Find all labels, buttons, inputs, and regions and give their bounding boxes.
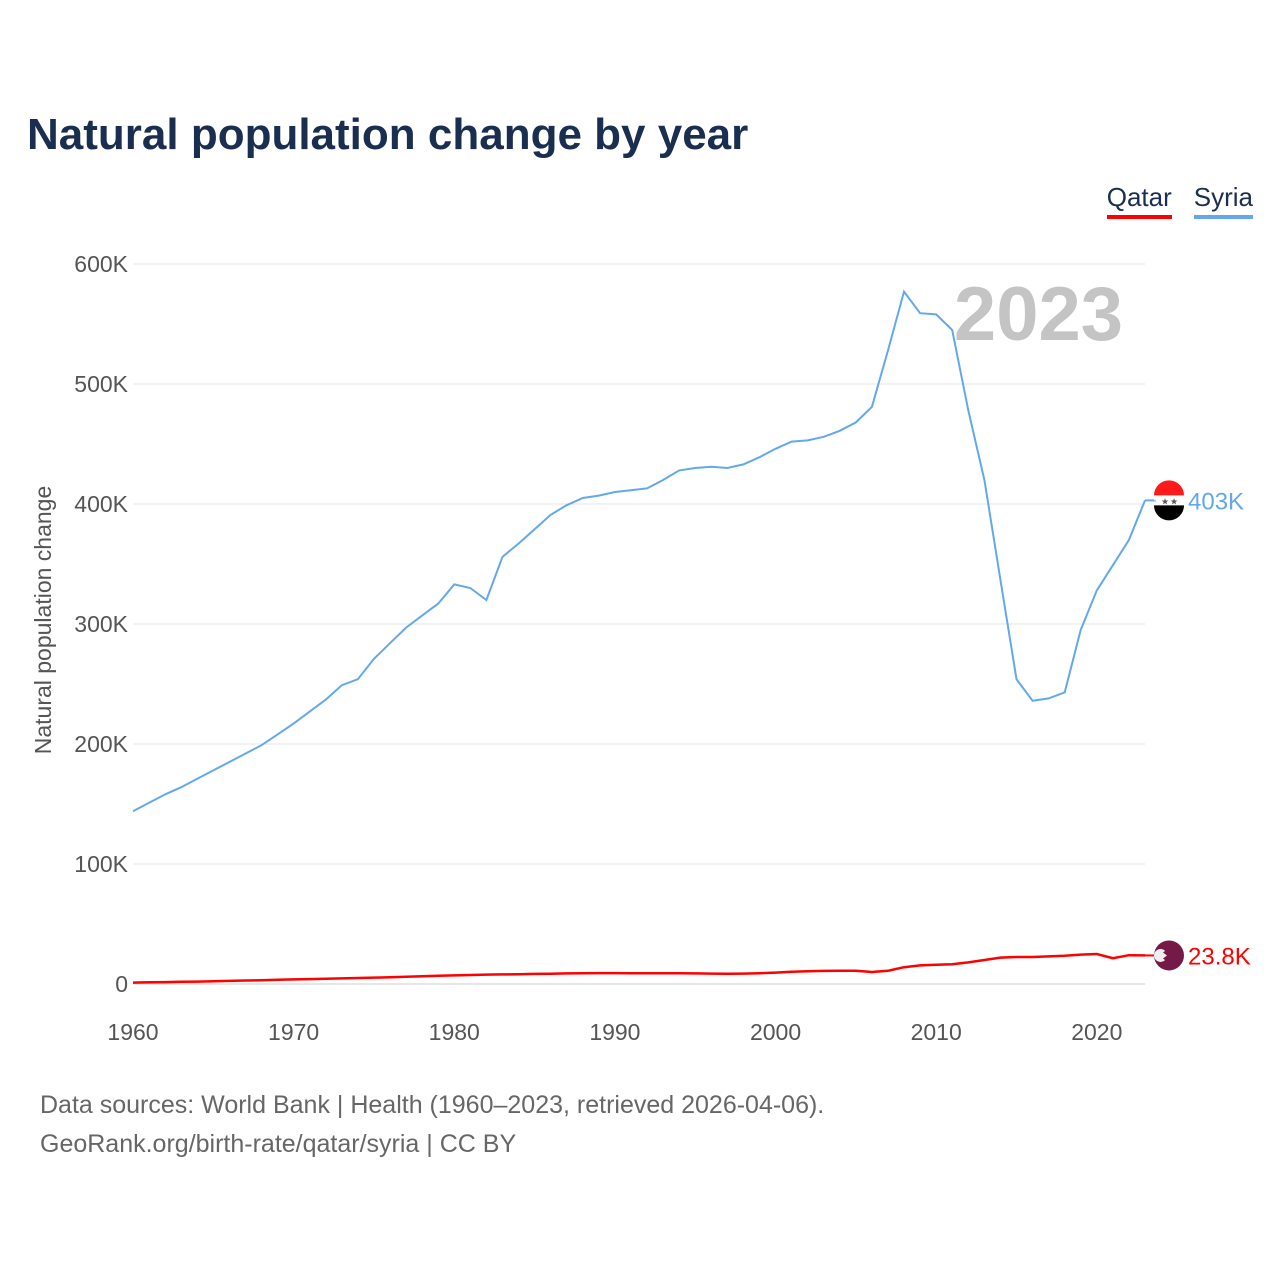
series-line-qatar — [132, 952, 1146, 984]
flag-qatar-icon — [1154, 940, 1184, 971]
flag-syria-icon — [1154, 505, 1184, 521]
footer: Data sources: World Bank | Health (1960–… — [40, 1086, 824, 1164]
star-icon: ★ — [1161, 496, 1169, 506]
x-tick-label: 1970 — [268, 1019, 319, 1045]
y-tick-label: 300K — [74, 611, 128, 637]
legend: Qatar Syria — [1106, 182, 1253, 219]
y-tick-label: 600K — [74, 251, 128, 277]
y-tick-label: 400K — [74, 491, 128, 517]
star-icon: ★ — [1170, 496, 1178, 506]
x-tick-label: 1980 — [429, 1019, 480, 1045]
flag-syria-icon — [1154, 480, 1184, 496]
x-tick-label: 1960 — [107, 1019, 158, 1045]
year-watermark: 2023 — [954, 272, 1123, 357]
end-label-syria: 403K — [1188, 488, 1244, 515]
series-line-syria — [132, 289, 1146, 813]
x-tick-label: 1990 — [589, 1019, 640, 1045]
legend-qatar[interactable]: Qatar — [1106, 182, 1172, 219]
x-tick-label: 2020 — [1071, 1019, 1122, 1045]
y-tick-label: 100K — [74, 851, 128, 877]
y-tick-label: 500K — [74, 371, 128, 397]
x-tick-label: 2000 — [750, 1019, 801, 1045]
footer-sources: Data sources: World Bank | Health (1960–… — [40, 1091, 825, 1119]
y-tick-label: 200K — [74, 731, 128, 757]
y-axis-label: Natural population change — [30, 486, 56, 755]
legend-syria[interactable]: Syria — [1193, 182, 1253, 219]
end-label-qatar: 23.8K — [1188, 943, 1251, 970]
x-tick-label: 2010 — [911, 1019, 962, 1045]
chart-title: Natural population change by year — [27, 110, 749, 159]
y-tick-label: 0 — [115, 971, 128, 997]
footer-link[interactable]: GeoRank.org/birth-rate/qatar/syria | CC … — [40, 1130, 517, 1158]
